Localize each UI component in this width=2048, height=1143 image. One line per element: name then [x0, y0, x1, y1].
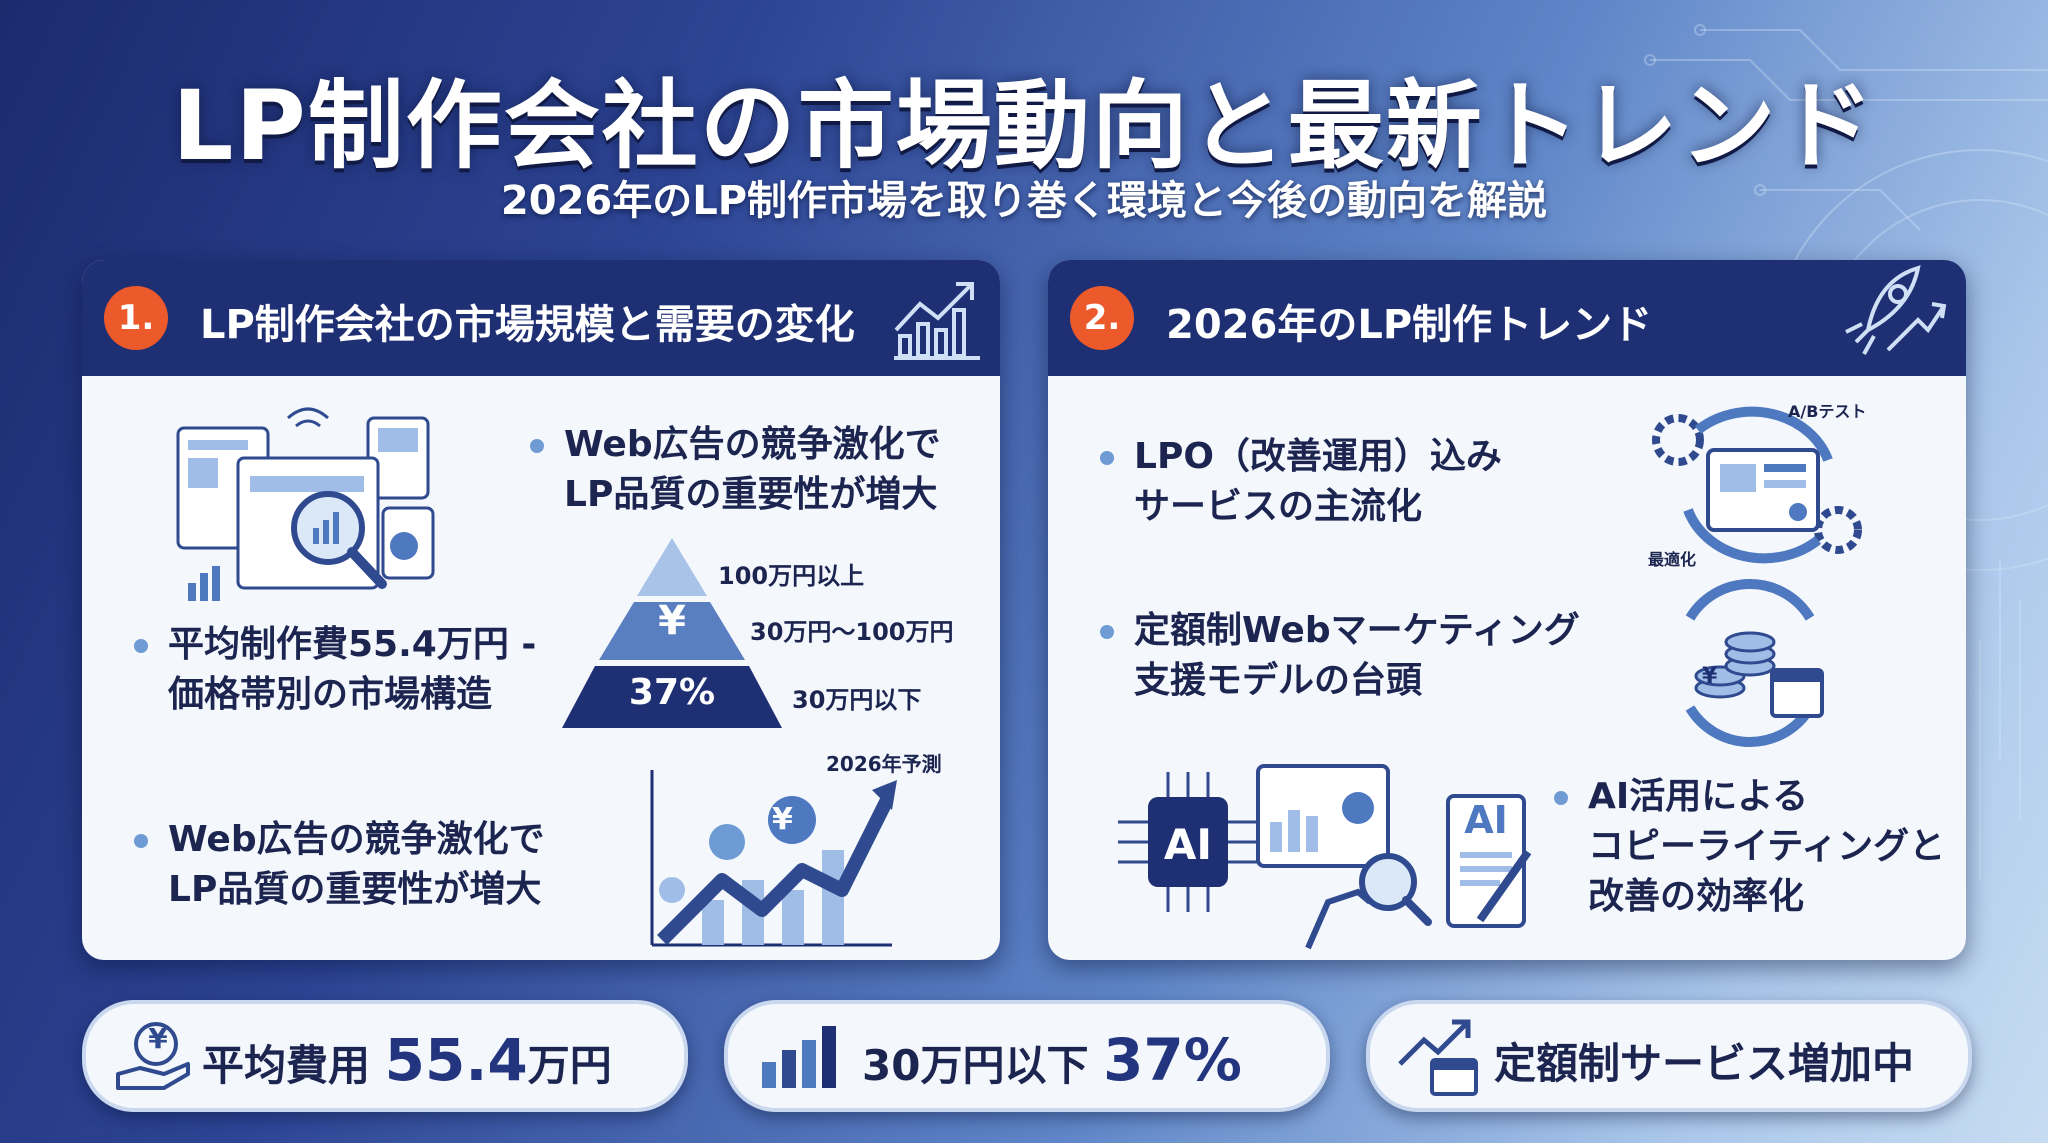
pyramid-label-top: 100万円以上: [718, 562, 865, 590]
trend-bullet-2: 定額制Webマーケティング 支援モデルの台頭: [1100, 606, 1580, 706]
trend-bullet-1: LPO（改善運用）込み サービスの主流化: [1100, 432, 1502, 532]
ai-chip-label: AI: [1163, 820, 1213, 869]
market-bullet-2: 平均制作費55.4万円 - 価格帯別の市場構造: [134, 620, 536, 720]
forecast-yen-symbol: ¥: [772, 802, 793, 837]
stat-average-cost: ¥ 平均費用 55.4万円: [82, 1000, 688, 1112]
forecast-growth-chart: [650, 770, 897, 947]
pyramid-tier-bottom: [562, 666, 782, 728]
pyramid-label-middle: 30万円〜100万円: [750, 618, 954, 646]
stat-label: 平均費用: [202, 1041, 385, 1090]
ai-copywriting-illustration: [1118, 764, 1532, 950]
growth-calendar-icon: [1398, 1019, 1478, 1096]
yen-hand-icon: [116, 1022, 190, 1090]
yen-hand-symbol: ¥: [148, 1022, 168, 1055]
forecast-label: 2026年予測: [826, 752, 942, 776]
stat-value: 37%: [1103, 1026, 1242, 1094]
price-pyramid-chart: [562, 538, 782, 728]
stat-value: 55.4: [384, 1026, 528, 1094]
section-number-badge: 1.: [104, 286, 168, 350]
lpo-cycle-illustration: [1652, 406, 1862, 564]
stat-average-cost-text: 平均費用 55.4万円: [202, 1026, 612, 1094]
market-bullet-3: Web広告の競争激化で LP品質の重要性が増大: [134, 815, 545, 915]
pyramid-yen-symbol: ¥: [658, 598, 686, 644]
pyramid-bottom-value: 37%: [628, 672, 716, 713]
ai-document-label: AI: [1464, 798, 1508, 842]
market-bullet-1: Web広告の競争激化で LP品質の重要性が増大: [530, 420, 941, 520]
stat-subscription-growth-text: 定額制サービス増加中: [1494, 1039, 1915, 1088]
trend-bullet-3: AI活用による コピーライティングと 改善の効率化: [1554, 772, 1945, 922]
growth-chart-icon: [894, 282, 980, 360]
stat-subscription-growth: 定額制サービス増加中: [1366, 1000, 1972, 1112]
page-subtitle: 2026年のLP制作市場を取り巻く環境と今後の動向を解説: [500, 178, 1548, 224]
stat-low-price-share-text: 30万円以下 37%: [862, 1026, 1242, 1094]
web-devices-illustration: [176, 407, 435, 601]
market-panel: 1. LP制作会社の市場規模と需要の変化 Web広告の競: [82, 260, 1000, 960]
section-number-badge: 2.: [1070, 286, 1134, 350]
stat-low-price-share: 30万円以下 37%: [724, 1000, 1330, 1112]
page-title: LP制作会社の市場動向と最新トレンド: [172, 70, 1876, 182]
trend-panel-title: 2026年のLP制作トレンド: [1166, 302, 1653, 348]
coin-yen-symbol: ¥: [1702, 664, 1718, 689]
pyramid-tier-middle: [599, 602, 745, 660]
stat-unit: 万円: [527, 1041, 612, 1090]
market-panel-title: LP制作会社の市場規模と需要の変化: [200, 302, 855, 348]
pyramid-label-bottom: 30万円以下: [792, 686, 922, 714]
optimize-label: 最適化: [1648, 550, 1697, 569]
trend-panel-header: 2. 2026年のLP制作トレンド: [1048, 260, 1966, 376]
pyramid-tier-top: [637, 538, 707, 596]
market-panel-header: 1. LP制作会社の市場規模と需要の変化: [82, 260, 1000, 376]
rocket-icon: [1845, 265, 1947, 355]
bar-chart-icon: [762, 1026, 836, 1088]
ab-test-label: A/Bテスト: [1788, 402, 1867, 421]
subscription-cycle-illustration: [1685, 579, 1824, 747]
stat-label: 30万円以下: [862, 1041, 1104, 1090]
trend-panel: 2. 2026年のLP制作トレンド LPO（改善運用）込み サービスの主流化 定…: [1048, 260, 1966, 960]
